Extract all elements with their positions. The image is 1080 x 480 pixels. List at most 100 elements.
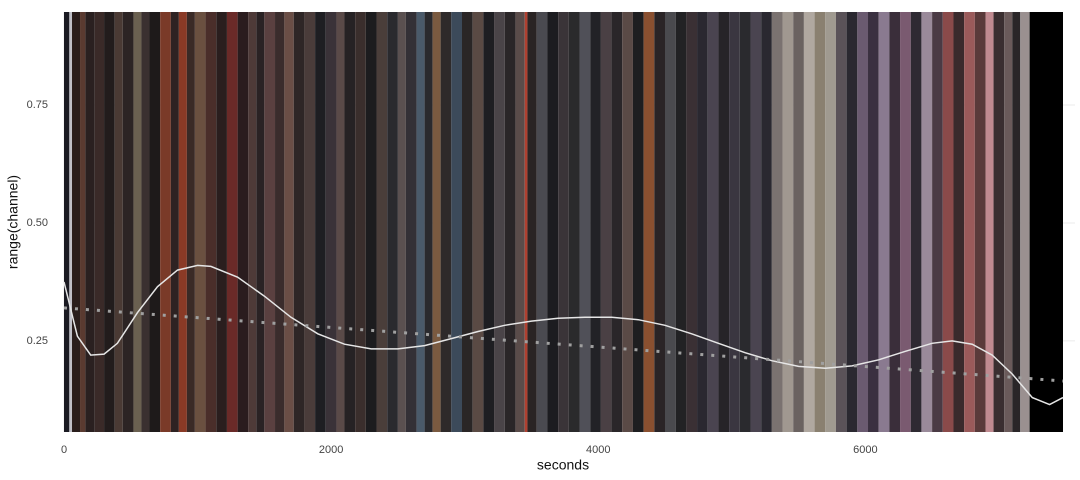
color-stripe bbox=[857, 12, 869, 432]
color-stripe bbox=[293, 12, 305, 432]
color-stripe bbox=[344, 12, 356, 432]
color-stripe bbox=[665, 12, 676, 432]
color-stripe bbox=[376, 12, 388, 432]
color-stripe bbox=[264, 12, 276, 432]
color-stripe bbox=[94, 12, 105, 432]
color-stripe bbox=[1020, 12, 1030, 432]
color-stripe bbox=[141, 12, 150, 432]
color-stripe bbox=[494, 12, 505, 432]
color-stripe bbox=[868, 12, 879, 432]
color-stripe bbox=[248, 12, 257, 432]
color-stripe bbox=[284, 12, 294, 432]
color-stripe bbox=[275, 12, 285, 432]
color-stripe bbox=[632, 12, 644, 432]
color-stripe bbox=[440, 12, 452, 432]
color-stripe bbox=[910, 12, 922, 432]
color-stripe bbox=[527, 12, 537, 432]
color-stripe bbox=[114, 12, 123, 432]
color-stripe bbox=[771, 12, 783, 432]
color-stripe bbox=[536, 12, 548, 432]
color-stripe bbox=[205, 12, 217, 432]
color-stripe bbox=[558, 12, 569, 432]
color-stripe bbox=[697, 12, 708, 432]
x-tick-label: 6000 bbox=[853, 444, 877, 456]
color-stripe bbox=[72, 12, 81, 432]
color-stripe bbox=[336, 12, 345, 432]
color-stripe bbox=[729, 12, 740, 432]
color-stripe bbox=[654, 12, 666, 432]
color-stripe bbox=[178, 12, 187, 432]
color-stripe bbox=[825, 12, 836, 432]
color-stripe bbox=[782, 12, 794, 432]
color-stripe bbox=[889, 12, 901, 432]
color-stripe bbox=[325, 12, 337, 432]
color-stripe bbox=[1012, 12, 1021, 432]
color-stripe bbox=[803, 12, 815, 432]
color-stripe bbox=[256, 12, 265, 432]
color-stripe bbox=[718, 12, 730, 432]
color-stripe bbox=[122, 12, 134, 432]
color-stripe bbox=[365, 12, 377, 432]
color-stripe bbox=[568, 12, 580, 432]
color-stripe bbox=[643, 12, 655, 432]
color-stripe bbox=[216, 12, 227, 432]
color-stripe bbox=[160, 12, 171, 432]
color-stripe bbox=[515, 12, 525, 432]
color-stripe bbox=[600, 12, 612, 432]
color-stripe bbox=[504, 12, 516, 432]
color-stripe bbox=[846, 12, 858, 432]
color-stripe bbox=[993, 12, 1005, 432]
color-stripe bbox=[953, 12, 965, 432]
color-stripe bbox=[133, 12, 142, 432]
y-axis-title: range(channel) bbox=[5, 175, 21, 269]
color-stripe bbox=[524, 12, 528, 432]
color-stripe bbox=[932, 12, 943, 432]
color-stripe bbox=[974, 12, 986, 432]
color-stripe bbox=[397, 12, 406, 432]
y-tick-label: 0.25 bbox=[27, 335, 48, 347]
color-stripe bbox=[237, 12, 249, 432]
color-stripe bbox=[750, 12, 762, 432]
color-stripe bbox=[547, 12, 559, 432]
color-stripe bbox=[675, 12, 687, 432]
color-stripe bbox=[686, 12, 698, 432]
color-stripe bbox=[461, 12, 473, 432]
color-stripe bbox=[64, 12, 70, 432]
color-stripe bbox=[104, 12, 115, 432]
color-stripe bbox=[761, 12, 772, 432]
color-stripe bbox=[622, 12, 633, 432]
color-stripe bbox=[85, 12, 95, 432]
x-tick-label: 0 bbox=[61, 444, 67, 456]
color-stripe bbox=[451, 12, 462, 432]
color-stripe bbox=[921, 12, 933, 432]
color-stripe bbox=[814, 12, 826, 432]
color-stripe bbox=[387, 12, 398, 432]
color-stripe bbox=[69, 12, 73, 432]
color-stripe bbox=[355, 12, 366, 432]
color-stripe bbox=[304, 12, 316, 432]
color-stripe bbox=[707, 12, 719, 432]
color-stripe bbox=[80, 12, 86, 432]
trend-line bbox=[63, 264, 1064, 406]
x-tick-label: 2000 bbox=[319, 444, 343, 456]
y-tick-label: 0.50 bbox=[27, 217, 48, 229]
color-stripe bbox=[985, 12, 994, 432]
y-tick-label: 0.75 bbox=[27, 99, 48, 111]
color-stripe bbox=[878, 12, 890, 432]
x-axis-title: seconds bbox=[537, 457, 589, 473]
color-stripe bbox=[472, 12, 484, 432]
color-stripe bbox=[942, 12, 954, 432]
color-stripe bbox=[194, 12, 206, 432]
color-stripe bbox=[186, 12, 195, 432]
color-stripe bbox=[170, 12, 179, 432]
color-stripe bbox=[590, 12, 601, 432]
color-stripe bbox=[739, 12, 751, 432]
color-stripe bbox=[149, 12, 161, 432]
color-stripe bbox=[1004, 12, 1013, 432]
color-stripe bbox=[226, 12, 238, 432]
color-stripe bbox=[964, 12, 975, 432]
color-stripe bbox=[483, 12, 495, 432]
x-tick-label: 4000 bbox=[586, 444, 610, 456]
color-stripe bbox=[793, 12, 804, 432]
